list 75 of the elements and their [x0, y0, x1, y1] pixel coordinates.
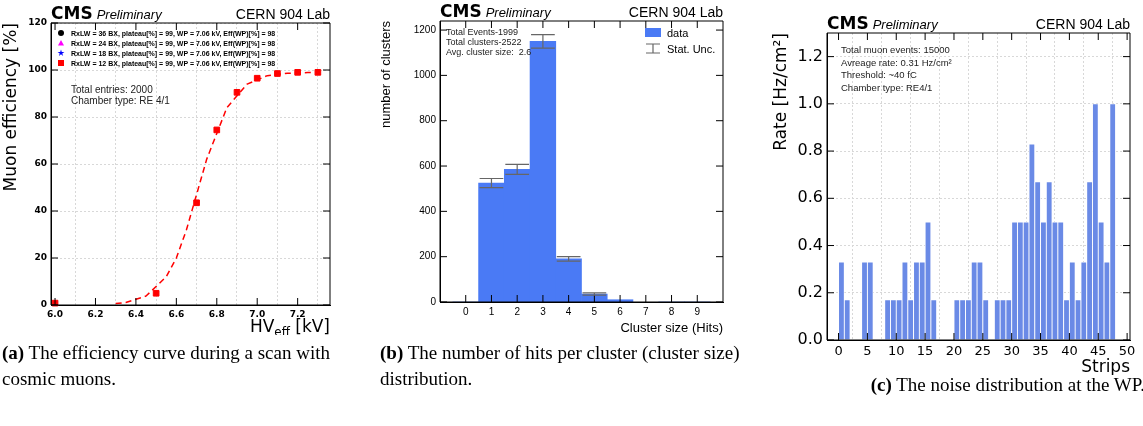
x-tick-label: 20 — [945, 343, 963, 359]
x-tick-label: 6.0 — [47, 308, 64, 319]
x-tick-label: 50 — [1118, 343, 1136, 359]
y-tick-label: 80 — [34, 111, 47, 122]
y-tick-label: 1200 — [413, 23, 437, 35]
x-tick-label: 5 — [591, 305, 598, 317]
x-tick-label: 45 — [1089, 343, 1107, 359]
y-tick-label: 0.0 — [797, 329, 823, 349]
y-tick-label: 120 — [28, 17, 47, 28]
annotation: Threshold: ~40 fC — [841, 69, 917, 80]
x-tick-label: 0 — [834, 343, 843, 359]
text: CERN 904 Lab — [628, 4, 724, 20]
chart-title: CMS — [440, 1, 482, 21]
chart-title: CMS — [827, 13, 869, 33]
text: (a) The efficiency curve during a scan with cosmic muons. — [2, 342, 330, 389]
x-axis-title: Strips — [1081, 356, 1131, 376]
y-tick-label: 1000 — [413, 69, 437, 81]
annotation: Chamber type: RE4/1 — [841, 81, 933, 93]
x-tick-label: 4 — [565, 305, 572, 317]
chart-subtitle: Preliminary — [96, 7, 164, 22]
annotation: Stat. Unc. — [667, 43, 716, 55]
x-tick-label: 2 — [514, 305, 521, 317]
y-tick-label: 100 — [28, 64, 47, 75]
y-tick-label: 40 — [34, 205, 47, 216]
x-tick-label: 6.6 — [168, 308, 185, 319]
y-tick-label: 800 — [419, 114, 437, 126]
annotation: Total entries: 2000 — [71, 84, 154, 95]
x-tick-label: 6 — [617, 305, 624, 317]
y-tick-label: 0.8 — [797, 140, 823, 160]
text: CERN 904 Lab — [1035, 16, 1131, 32]
x-tick-label: 10 — [887, 343, 905, 359]
text: (b) The number of hits per cluster (cluster size) distribution. — [380, 342, 740, 389]
y-axis-title: Rate [Hz/cm²] — [770, 32, 790, 151]
annotation: Chamber type: RE 4/1 — [71, 95, 171, 106]
x-tick-label: 35 — [1032, 343, 1049, 359]
text: CERN 904 Lab — [235, 6, 331, 22]
x-tick-label: 15 — [916, 343, 934, 359]
chart-title: CMS — [51, 3, 93, 23]
text: (c) The noise distribution at the WP. — [870, 374, 1143, 395]
x-tick-label: 6.8 — [208, 308, 225, 319]
y-tick-label: 20 — [34, 252, 47, 263]
x-tick-label: 8 — [668, 305, 675, 317]
x-tick-label: 9 — [694, 305, 701, 317]
y-tick-label: 1.2 — [797, 45, 823, 65]
x-tick-label: 30 — [1003, 343, 1020, 359]
x-tick-label: 1 — [488, 305, 495, 317]
annotation: Total clusters-2522 — [446, 37, 522, 47]
y-tick-label: 0 — [430, 295, 437, 307]
annotation: Total muon events: 15000 — [841, 44, 950, 55]
x-tick-label: 3 — [540, 305, 547, 317]
x-tick-label: 6.4 — [127, 308, 144, 319]
chart-subtitle: Preliminary — [872, 17, 940, 32]
y-tick-label: 200 — [419, 250, 437, 262]
legend-label: data — [667, 27, 690, 39]
x-tick-label: 25 — [974, 343, 992, 359]
y-tick-label: 400 — [419, 205, 437, 217]
y-tick-label: 0.2 — [797, 281, 823, 301]
x-tick-label: 0 — [462, 305, 469, 317]
y-tick-label: 0.4 — [797, 234, 823, 254]
x-tick-label: 40 — [1061, 343, 1078, 359]
chart-subtitle: Preliminary — [485, 5, 553, 20]
y-axis-title: number of clusters — [378, 20, 393, 128]
y-axis-title: Muon efficiency [%] — [0, 22, 20, 192]
x-tick-label: 7.0 — [249, 308, 266, 319]
annotation: Avreage rate: 0.31 Hz/cm² — [841, 56, 952, 68]
x-tick-label: 7 — [643, 305, 650, 317]
y-tick-label: 1.0 — [797, 93, 823, 112]
x-tick-label: 5 — [863, 343, 872, 359]
y-tick-label: 60 — [34, 158, 47, 169]
x-tick-label: 7.2 — [289, 308, 306, 319]
annotation: Total Events-1999 — [446, 27, 519, 37]
y-tick-label: 0.6 — [797, 187, 823, 207]
x-axis-title: Cluster size (Hits) — [620, 320, 724, 335]
y-tick-label: 600 — [419, 159, 437, 171]
x-tick-label: 6.2 — [87, 308, 104, 319]
